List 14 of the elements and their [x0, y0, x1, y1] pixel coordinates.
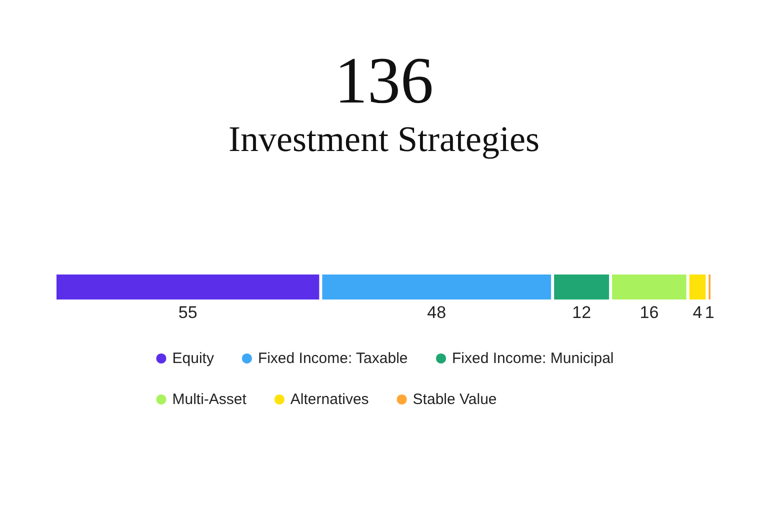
legend-label: Fixed Income: Municipal	[452, 350, 614, 367]
chart-title: 136	[334, 44, 434, 118]
data-label: 16	[640, 303, 659, 322]
legend-label: Fixed Income: Taxable	[258, 350, 408, 367]
legend-label: Stable Value	[412, 391, 497, 408]
legend-label: Equity	[172, 350, 214, 367]
legend-label: Alternatives	[290, 391, 369, 408]
data-label: 12	[572, 303, 592, 322]
legend-label: Multi-Asset	[172, 391, 248, 408]
data-label: 48	[427, 303, 446, 322]
chart-subtitle: Investment Strategies	[228, 119, 540, 159]
data-label: 1	[704, 303, 714, 322]
data-label: 4	[692, 303, 702, 322]
data-label: 55	[178, 303, 198, 322]
